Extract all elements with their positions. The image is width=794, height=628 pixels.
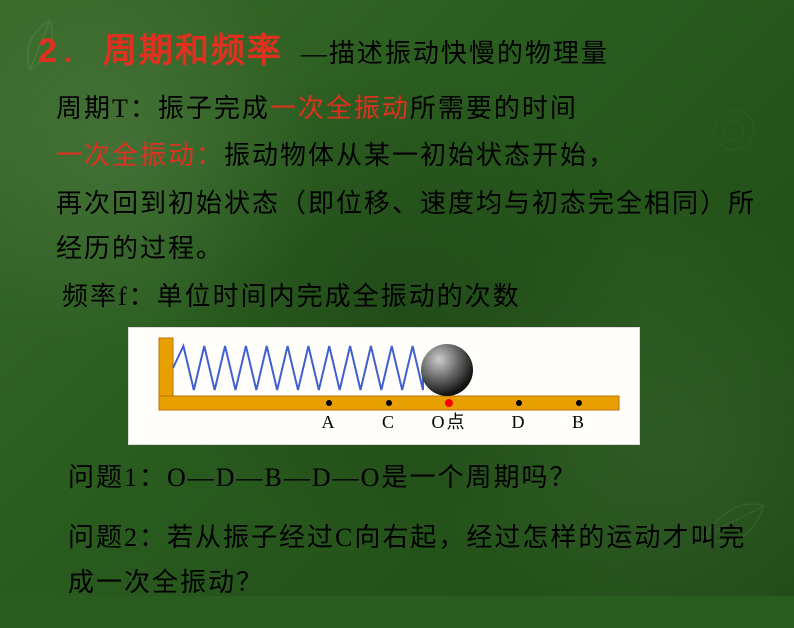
slide-content: 2 ． 周期和频率 —描述振动快慢的物理量 周期T：振子完成一次全振动所需要的时… [0, 0, 794, 628]
svg-text:D: D [512, 412, 527, 432]
question-2: 问题2：若从振子经过C向右起，经过怎样的运动才叫完成一次全振动？ [38, 515, 756, 606]
svg-text:O点: O点 [432, 412, 467, 432]
spring-diagram: A C O点 D B [128, 327, 640, 445]
section-title-main: 周期和频率 [103, 22, 283, 82]
section-subtitle: —描述振动快慢的物理量 [301, 31, 609, 77]
period-prefix: 周期T：振子完成 [56, 94, 270, 123]
section-title: 2 ． 周期和频率 —描述振动快慢的物理量 [38, 22, 756, 82]
svg-text:A: A [322, 412, 337, 432]
subtitle-text: 描述振动快慢的物理量 [329, 39, 609, 68]
spring-diagram-svg: A C O点 D B [129, 328, 641, 446]
full-oscillation-definition: 一次全振动：振动物体从某一初始状态开始， [38, 133, 756, 179]
full-oscillation-body: 再次回到初始状态（即位移、速度均与初态完全相同）所经历的过程。 [38, 181, 756, 272]
full-osc-label: 一次全振动： [56, 141, 224, 170]
question-1: 问题1：O—D—B—D—O是一个周期吗？ [38, 455, 756, 501]
period-highlight: 一次全振动 [270, 94, 410, 123]
dash: — [301, 39, 329, 68]
svg-text:C: C [382, 412, 396, 432]
svg-text:B: B [572, 412, 586, 432]
full-osc-body1: 振动物体从某一初始状态开始， [224, 141, 616, 170]
frequency-definition: 频率f：单位时间内完成全振动的次数 [38, 274, 756, 320]
period-definition: 周期T：振子完成一次全振动所需要的时间 [38, 86, 756, 132]
section-dot: ． [61, 27, 93, 80]
section-number: 2 [38, 22, 59, 82]
period-suffix: 所需要的时间 [410, 94, 578, 123]
